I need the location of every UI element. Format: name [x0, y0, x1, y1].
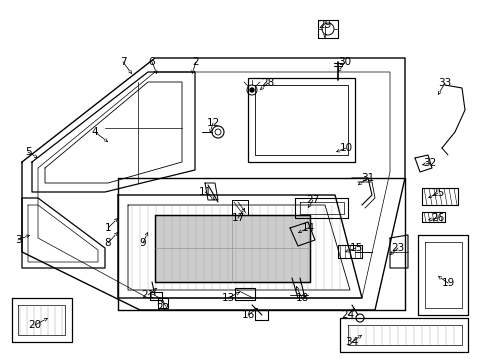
Text: 28: 28 — [261, 78, 274, 88]
Text: 24: 24 — [342, 310, 355, 320]
Text: 15: 15 — [349, 243, 363, 253]
Text: 4: 4 — [92, 127, 98, 137]
Text: 27: 27 — [306, 195, 319, 205]
Text: 17: 17 — [231, 213, 245, 223]
Text: 30: 30 — [339, 57, 351, 67]
Text: 12: 12 — [206, 118, 220, 128]
Text: 2: 2 — [193, 57, 199, 67]
Text: 11: 11 — [198, 187, 212, 197]
Text: 1: 1 — [105, 223, 111, 233]
Text: 23: 23 — [392, 243, 405, 253]
Circle shape — [250, 88, 254, 92]
Text: 8: 8 — [105, 238, 111, 248]
Text: 31: 31 — [362, 173, 375, 183]
Text: 3: 3 — [15, 235, 21, 245]
Text: 16: 16 — [242, 310, 255, 320]
Text: 29: 29 — [318, 20, 332, 30]
Text: 26: 26 — [431, 213, 444, 223]
Text: 33: 33 — [439, 78, 452, 88]
Text: 19: 19 — [441, 278, 455, 288]
Text: 25: 25 — [431, 188, 444, 198]
Text: 14: 14 — [301, 223, 315, 233]
Text: 5: 5 — [24, 147, 31, 157]
Text: 32: 32 — [423, 158, 437, 168]
Text: 13: 13 — [221, 293, 235, 303]
Text: 34: 34 — [345, 337, 359, 347]
Bar — [155, 215, 310, 282]
Text: 21: 21 — [142, 290, 155, 300]
Text: 7: 7 — [120, 57, 126, 67]
Text: 9: 9 — [140, 238, 147, 248]
Text: 18: 18 — [295, 293, 309, 303]
Text: 6: 6 — [148, 57, 155, 67]
Text: 10: 10 — [340, 143, 353, 153]
Text: 20: 20 — [28, 320, 42, 330]
Text: 22: 22 — [156, 303, 170, 313]
